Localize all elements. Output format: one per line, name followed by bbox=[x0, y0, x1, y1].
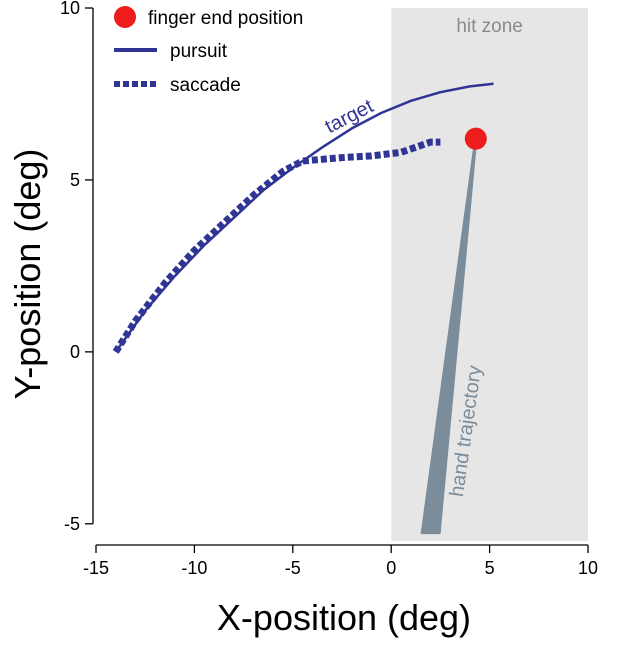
y-tick-label: 10 bbox=[60, 0, 80, 18]
legend-finger-marker bbox=[114, 6, 136, 28]
legend: finger end position pursuit saccade bbox=[114, 6, 303, 96]
hand-trajectory bbox=[420, 138, 478, 535]
x-tick-label: -5 bbox=[285, 558, 301, 578]
legend-finger-label: finger end position bbox=[148, 8, 303, 29]
legend-saccade-label: saccade bbox=[170, 75, 241, 96]
x-tick-label: -10 bbox=[181, 558, 207, 578]
x-tick-label: 0 bbox=[386, 558, 396, 578]
x-axis-title: X-position (deg) bbox=[217, 597, 471, 638]
y-axis-title: Y-position (deg) bbox=[7, 149, 48, 400]
x-tick-label: 10 bbox=[578, 558, 598, 578]
finger-end-marker bbox=[464, 127, 487, 150]
legend-pursuit-label: pursuit bbox=[170, 41, 228, 62]
hit-zone bbox=[391, 8, 588, 541]
target-annotation: target bbox=[321, 95, 377, 138]
hit-zone-label: hit zone bbox=[456, 16, 523, 37]
x-tick-label: -15 bbox=[83, 558, 109, 578]
series-eye-line bbox=[112, 138, 441, 354]
y-tick-label: 5 bbox=[70, 170, 80, 190]
y-tick-label: 0 bbox=[70, 342, 80, 362]
y-tick-label: -5 bbox=[64, 514, 80, 534]
axes: -15 -10 -5 0 5 10 -5 0 5 10 X-position (deg) Y-posi… bbox=[7, 0, 598, 638]
x-tick-label: 5 bbox=[485, 558, 495, 578]
